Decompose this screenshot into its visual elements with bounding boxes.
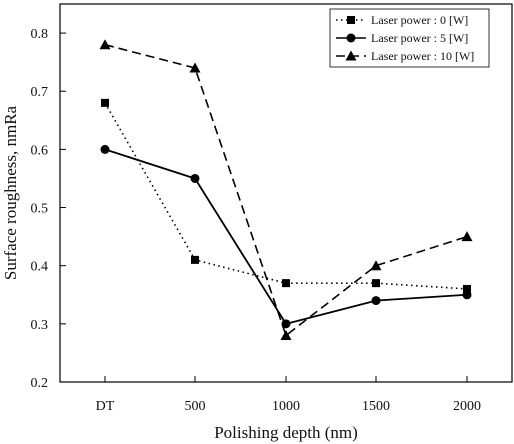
series-square	[101, 98, 471, 293]
x-tick-label: 1000	[272, 399, 300, 414]
data-point	[100, 144, 110, 154]
x-axis-label: Polishing depth (nm)	[214, 423, 358, 442]
legend-label: Laser power : 10 [W]	[371, 49, 474, 63]
x-axis: DT 500 1000 1500 2000	[96, 376, 481, 414]
series-layer	[99, 39, 473, 340]
x-tick-label: 1500	[362, 399, 390, 414]
y-tick-label: 0.8	[31, 27, 49, 42]
data-point	[189, 62, 201, 73]
y-tick-label: 0.3	[31, 318, 49, 333]
y-tick-label: 0.2	[31, 376, 49, 391]
data-point	[370, 260, 382, 271]
x-tick-label: 2000	[453, 399, 481, 414]
data-point	[372, 279, 380, 288]
data-point	[463, 284, 471, 293]
y-tick-label: 0.4	[31, 260, 49, 275]
y-tick-label: 0.5	[31, 202, 49, 217]
y-axis-label: Surface roughness, nmRa	[1, 105, 20, 280]
series-line	[104, 102, 468, 290]
data-point	[191, 255, 199, 264]
legend-label: Laser power : 5 [W]	[371, 31, 468, 45]
legend-label: Laser power : 0 [W]	[371, 13, 468, 27]
data-point	[281, 319, 291, 329]
data-point	[99, 39, 111, 50]
legend-marker	[345, 50, 357, 61]
legend-marker	[346, 33, 356, 43]
data-point	[461, 231, 473, 242]
data-point	[280, 329, 292, 340]
legend: Laser power : 0 [W] Laser power : 5 [W] La…	[329, 8, 490, 68]
x-tick-label: 500	[185, 399, 206, 414]
series-circle	[100, 144, 472, 329]
data-point	[101, 98, 109, 107]
series-line	[104, 43, 468, 337]
y-tick-label: 0.6	[31, 143, 49, 158]
series-line	[104, 148, 468, 325]
data-point	[462, 290, 472, 300]
series-triangle	[99, 39, 473, 340]
data-point	[282, 279, 290, 288]
data-point	[371, 296, 381, 306]
y-axis: 0.2 0.3 0.4 0.5 0.6 0.7 0.8	[31, 27, 66, 391]
data-point	[190, 173, 200, 183]
y-tick-label: 0.7	[31, 85, 49, 100]
legend-marker	[347, 16, 355, 24]
x-tick-label: DT	[96, 399, 115, 414]
